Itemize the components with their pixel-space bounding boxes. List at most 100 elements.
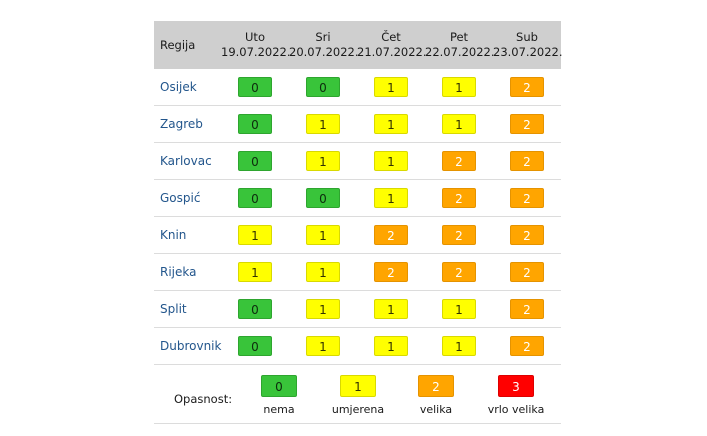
- forecast-cell: 1: [221, 216, 289, 254]
- danger-level-badge: 0: [306, 188, 340, 209]
- danger-level-badge: 2: [374, 225, 408, 246]
- legend-badge: 3: [498, 375, 534, 397]
- danger-level-badge: 2: [510, 77, 544, 98]
- table-row: Gospić 0 0 1 2 2: [154, 179, 561, 217]
- forecast-cell: 2: [425, 142, 493, 180]
- danger-level-badge: 1: [306, 262, 340, 283]
- day-date: 23.07.2022.: [493, 45, 563, 59]
- forecast-cell: 2: [493, 105, 561, 143]
- forecast-cell: 1: [289, 216, 357, 254]
- day-date: 22.07.2022.: [425, 45, 495, 59]
- forecast-cell: 1: [357, 69, 425, 106]
- danger-level-badge: 0: [306, 77, 340, 98]
- forecast-cell: 0: [221, 105, 289, 143]
- forecast-cell: 2: [493, 216, 561, 254]
- region-name: Gospić: [154, 179, 221, 217]
- day-column-header: Uto 19.07.2022.: [221, 21, 291, 69]
- danger-level-badge: 2: [442, 225, 476, 246]
- legend-text: velika: [419, 403, 453, 416]
- day-name: Pet: [449, 30, 469, 44]
- forecast-cell: 1: [289, 142, 357, 180]
- legend-text: nema: [263, 403, 295, 416]
- legend-text: vrlo velika: [487, 403, 545, 416]
- table-row: Osijek 0 0 1 1 2: [154, 69, 561, 106]
- danger-level-badge: 1: [238, 225, 272, 246]
- danger-level-badge: 1: [374, 336, 408, 357]
- danger-level-badge: 2: [442, 151, 476, 172]
- table-row: Karlovac 0 1 1 2 2: [154, 142, 561, 180]
- danger-level-badge: 2: [510, 225, 544, 246]
- day-column-header: Čet 21.07.2022.: [357, 21, 427, 69]
- legend-text: umjerena: [331, 403, 385, 416]
- danger-level-badge: 1: [374, 151, 408, 172]
- forecast-cell: 0: [221, 179, 289, 217]
- region-name: Karlovac: [154, 142, 221, 180]
- danger-legend: Opasnost: 0 nema 1 umjerena 2 velika 3 v…: [154, 365, 561, 424]
- forecast-cell: 1: [425, 290, 493, 328]
- legend-label: Opasnost:: [174, 392, 233, 406]
- forecast-cell: 0: [221, 69, 289, 106]
- forecast-cell: 0: [221, 290, 289, 328]
- forecast-cell: 1: [425, 69, 493, 106]
- region-name: Dubrovnik: [154, 327, 221, 365]
- danger-level-badge: 0: [238, 77, 272, 98]
- forecast-cell: 2: [493, 69, 561, 106]
- danger-level-badge: 2: [374, 262, 408, 283]
- danger-level-badge: 1: [374, 299, 408, 320]
- danger-level-badge: 2: [510, 188, 544, 209]
- forecast-cell: 1: [357, 142, 425, 180]
- danger-level-badge: 1: [306, 336, 340, 357]
- legend-item-very-high: 3 vrlo velika: [476, 375, 556, 416]
- forecast-cell: 2: [357, 253, 425, 291]
- forecast-cell: 1: [289, 290, 357, 328]
- region-name: Knin: [154, 216, 221, 254]
- forecast-cell: 2: [493, 179, 561, 217]
- forecast-cell: 2: [493, 142, 561, 180]
- forecast-cell: 2: [357, 216, 425, 254]
- legend-badge: 1: [340, 375, 376, 397]
- day-column-header: Sri 20.07.2022.: [289, 21, 359, 69]
- danger-level-badge: 1: [306, 299, 340, 320]
- forecast-cell: 2: [493, 253, 561, 291]
- day-date: 20.07.2022.: [289, 45, 359, 59]
- forecast-cell: 2: [493, 290, 561, 328]
- danger-level-badge: 1: [374, 188, 408, 209]
- danger-level-badge: 0: [238, 299, 272, 320]
- danger-level-badge: 2: [510, 299, 544, 320]
- forecast-cell: 0: [221, 142, 289, 180]
- danger-level-badge: 1: [442, 77, 476, 98]
- danger-level-badge: 0: [238, 114, 272, 135]
- danger-level-badge: 1: [306, 225, 340, 246]
- danger-level-badge: 0: [238, 151, 272, 172]
- day-date: 21.07.2022.: [357, 45, 427, 59]
- forecast-cell: 1: [289, 105, 357, 143]
- forecast-cell: 1: [357, 105, 425, 143]
- danger-forecast-table: Regija Uto 19.07.2022. Sri 20.07.2022. Čet…: [154, 21, 563, 365]
- forecast-cell: 2: [425, 179, 493, 217]
- forecast-cell: 1: [357, 290, 425, 328]
- legend-item-moderate: 1 umjerena: [318, 375, 398, 416]
- danger-level-badge: 0: [238, 188, 272, 209]
- legend-item-high: 2 velika: [396, 375, 476, 416]
- forecast-cell: 1: [357, 327, 425, 365]
- legend-badge: 2: [418, 375, 454, 397]
- forecast-cell: 1: [425, 327, 493, 365]
- danger-level-badge: 2: [442, 188, 476, 209]
- danger-level-badge: 1: [374, 114, 408, 135]
- region-name: Split: [154, 290, 221, 328]
- forecast-cell: 2: [425, 216, 493, 254]
- forecast-cell: 1: [357, 179, 425, 217]
- table-row: Dubrovnik 0 1 1 1 2: [154, 327, 561, 365]
- legend-item-none: 0 nema: [239, 375, 319, 416]
- forecast-cell: 0: [221, 327, 289, 365]
- region-column-header: Regija: [154, 21, 221, 69]
- day-column-header: Sub 23.07.2022.: [493, 21, 563, 69]
- forecast-cell: 2: [425, 253, 493, 291]
- forecast-cell: 1: [289, 253, 357, 291]
- day-name: Sub: [516, 30, 538, 44]
- table-row: Zagreb 0 1 1 1 2: [154, 105, 561, 143]
- region-name: Zagreb: [154, 105, 221, 143]
- forecast-cell: 1: [425, 105, 493, 143]
- danger-level-badge: 1: [306, 114, 340, 135]
- forecast-cell: 0: [289, 69, 357, 106]
